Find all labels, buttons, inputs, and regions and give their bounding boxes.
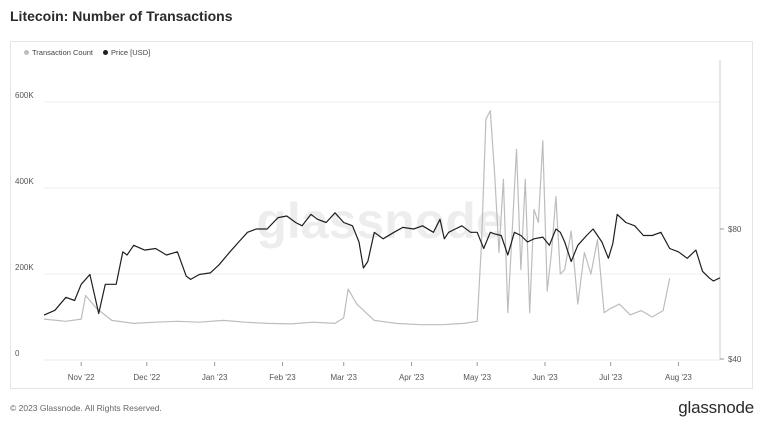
- brand-logo[interactable]: glassnode: [678, 398, 754, 417]
- x-tick-label: Jun '23: [532, 373, 558, 382]
- legend-entry-transactions[interactable]: Transaction Count: [24, 48, 93, 57]
- y-left-tick-label: 600K: [15, 91, 34, 100]
- series-line-transactions: [43, 109, 671, 326]
- y-left-tick-label: 400K: [15, 177, 34, 186]
- x-tick-label: Feb '23: [269, 373, 296, 382]
- chart-legend: Transaction Count Price [USD]: [24, 48, 150, 57]
- y-right-tick-label: $80: [728, 225, 742, 234]
- y-left-tick-label: 0: [15, 349, 20, 358]
- legend-dot-price: [103, 50, 109, 55]
- series-line-price: [43, 212, 721, 316]
- copyright-text: © 2023 Glassnode. All Rights Reserved.: [10, 403, 162, 413]
- page-title: Litecoin: Number of Transactions: [10, 8, 233, 24]
- x-tick-label: Aug '23: [665, 373, 692, 382]
- x-tick-label: Jul '23: [599, 373, 622, 382]
- y-left-tick-label: 200K: [15, 263, 34, 272]
- legend-label-price: Price [USD]: [111, 48, 151, 57]
- legend-label-transactions: Transaction Count: [32, 48, 94, 57]
- x-tick-label: Mar '23: [330, 373, 357, 382]
- legend-dot-transactions: [24, 50, 29, 55]
- x-tick-label: Dec '22: [133, 373, 160, 382]
- watermark-text: glassnode: [256, 193, 503, 249]
- x-tick-label: Jan '23: [202, 373, 228, 382]
- x-tick-label: Nov '22: [68, 373, 95, 382]
- x-tick-label: Apr '23: [399, 373, 425, 382]
- x-tick-label: May '23: [463, 373, 491, 382]
- chart-panel: [10, 41, 753, 389]
- legend-entry-price[interactable]: Price [USD]: [103, 48, 150, 57]
- y-right-tick-label: $40: [728, 355, 742, 364]
